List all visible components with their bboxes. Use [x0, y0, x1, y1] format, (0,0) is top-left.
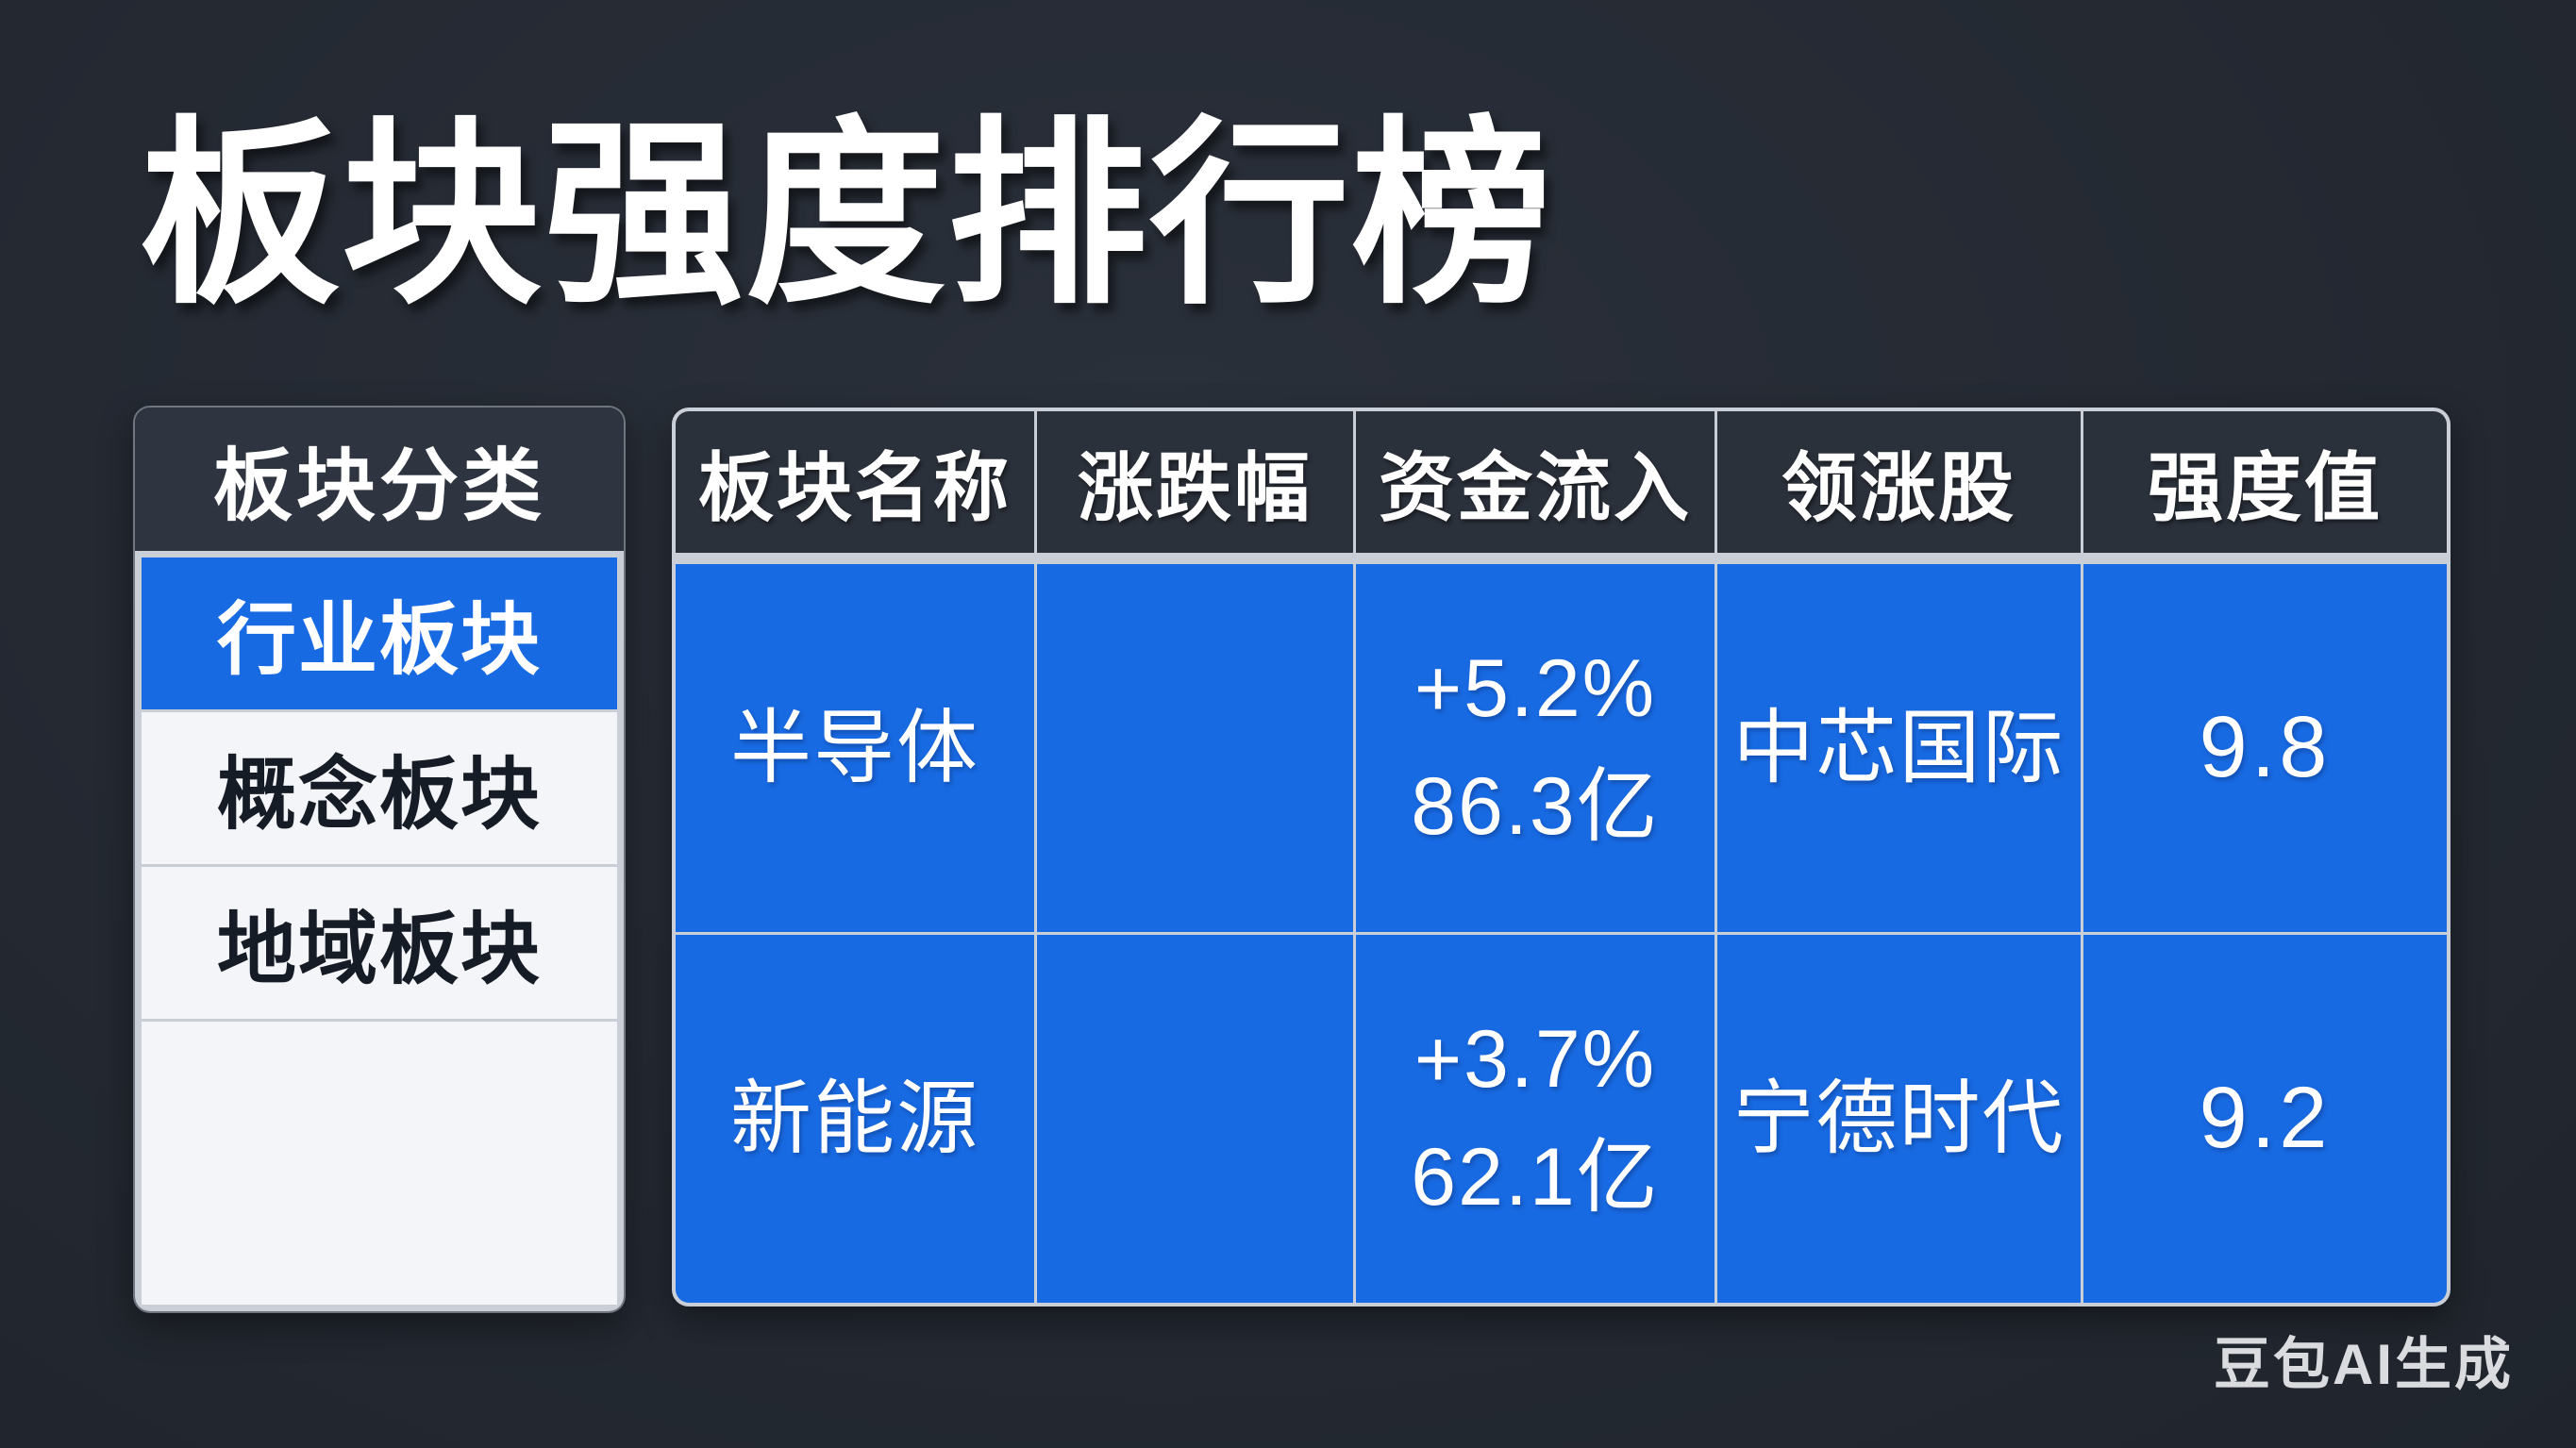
column-header-change: 涨跌幅: [1037, 411, 1353, 553]
cell-row2-strength: 9.2: [2083, 935, 2447, 1303]
sector-category-header: 板块分类: [135, 408, 624, 551]
column-header-leader: 领涨股: [1717, 411, 2081, 553]
sidebar-item-region[interactable]: 地域板块: [142, 867, 617, 1019]
page-title: 板块强度排行榜: [140, 103, 1553, 326]
cell-row1-leader: 中芯国际: [1717, 564, 2081, 932]
cell-row1-change: [1037, 564, 1353, 932]
row1-inflow-amount: 86.3亿: [1411, 761, 1660, 852]
sidebar-item-industry[interactable]: 行业板块: [142, 558, 617, 709]
sector-category-list: 行业板块 概念板块 地域板块: [135, 551, 624, 1311]
column-header-strength: 强度值: [2083, 411, 2447, 553]
row1-inflow-percent: +5.2%: [1413, 643, 1657, 735]
cell-row2-name: 新能源: [676, 935, 1034, 1303]
cell-row2-change: [1037, 935, 1353, 1303]
cell-row1-name: 半导体: [676, 564, 1034, 932]
cell-row2-leader: 宁德时代: [1717, 935, 2081, 1303]
sidebar-item-concept[interactable]: 概念板块: [142, 712, 617, 864]
cell-row1-inflow: +5.2% 86.3亿: [1356, 564, 1715, 932]
row2-inflow-amount: 62.1亿: [1411, 1132, 1660, 1223]
sector-category-panel: 板块分类 行业板块 概念板块 地域板块: [133, 406, 626, 1313]
header-body-divider: [676, 556, 2447, 561]
sidebar-empty-area: [142, 1022, 617, 1305]
cell-row2-inflow: +3.7% 62.1亿: [1356, 935, 1715, 1303]
column-header-name: 板块名称: [676, 411, 1034, 553]
sector-strength-table: 板块名称 涨跌幅 资金流入 领涨股 强度值 半导体 +5.2% 86.3亿 中芯…: [672, 408, 2451, 1307]
ai-generated-watermark: 豆包AI生成: [2214, 1333, 2514, 1396]
row2-inflow-percent: +3.7%: [1413, 1014, 1657, 1106]
cell-row1-strength: 9.8: [2083, 564, 2447, 932]
column-header-inflow: 资金流入: [1356, 411, 1715, 553]
